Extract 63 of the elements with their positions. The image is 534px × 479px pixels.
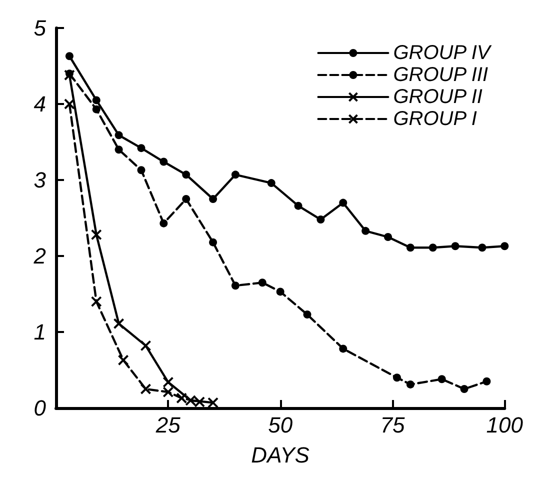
x-tick-label: 100: [486, 412, 524, 438]
point: [182, 170, 190, 179]
point: [384, 233, 392, 241]
point: [231, 282, 240, 290]
point: [362, 226, 370, 235]
point: [209, 195, 218, 203]
y-tick-label: 4: [34, 92, 46, 116]
point: [113, 318, 124, 330]
point: [176, 392, 188, 404]
point: [140, 384, 152, 394]
point: [209, 238, 218, 246]
point: [185, 394, 196, 406]
point: [294, 202, 302, 210]
x-tick-label: 25: [154, 412, 182, 438]
y-tick-label: 5: [34, 16, 47, 40]
point: [438, 375, 446, 384]
y-tick-label: 0: [34, 396, 47, 420]
point: [114, 146, 123, 154]
point: [500, 242, 509, 250]
point: [160, 158, 168, 166]
x-tick-label: 50: [268, 412, 294, 438]
point: [428, 244, 437, 252]
point: [118, 354, 129, 366]
point: [160, 219, 168, 228]
x-tick-label: 75: [380, 412, 406, 438]
point: [140, 340, 152, 352]
point: [92, 105, 100, 114]
point: [114, 131, 123, 140]
point: [137, 144, 146, 152]
point: [90, 296, 102, 308]
point: [194, 396, 206, 408]
point: [64, 70, 75, 81]
point: [339, 198, 348, 207]
point: [137, 166, 146, 174]
x-axis-title: DAYS: [251, 442, 310, 468]
point: [231, 170, 240, 179]
point: [316, 216, 325, 224]
point: [406, 244, 414, 252]
legend-label: GROUP IV: [393, 42, 492, 64]
y-tick-label: 2: [32, 244, 46, 268]
y-tick-label: 3: [34, 168, 47, 192]
legend-label: GROUP I: [393, 108, 478, 130]
point: [451, 242, 460, 250]
point: [92, 96, 100, 104]
point: [478, 244, 486, 252]
legend-label: GROUP III: [393, 64, 488, 86]
point: [208, 397, 219, 408]
legend-label: GROUP II: [393, 86, 483, 108]
point: [267, 179, 276, 188]
point: [162, 376, 174, 388]
point: [339, 344, 348, 353]
point: [162, 386, 174, 398]
point: [303, 310, 312, 319]
point: [258, 278, 266, 287]
point: [460, 385, 468, 393]
point: [182, 195, 190, 203]
point: [276, 288, 284, 296]
point: [482, 377, 491, 386]
point: [406, 380, 414, 388]
point: [392, 374, 401, 382]
y-tick-label: 1: [34, 320, 46, 344]
point: [65, 52, 74, 60]
point: [90, 229, 102, 240]
